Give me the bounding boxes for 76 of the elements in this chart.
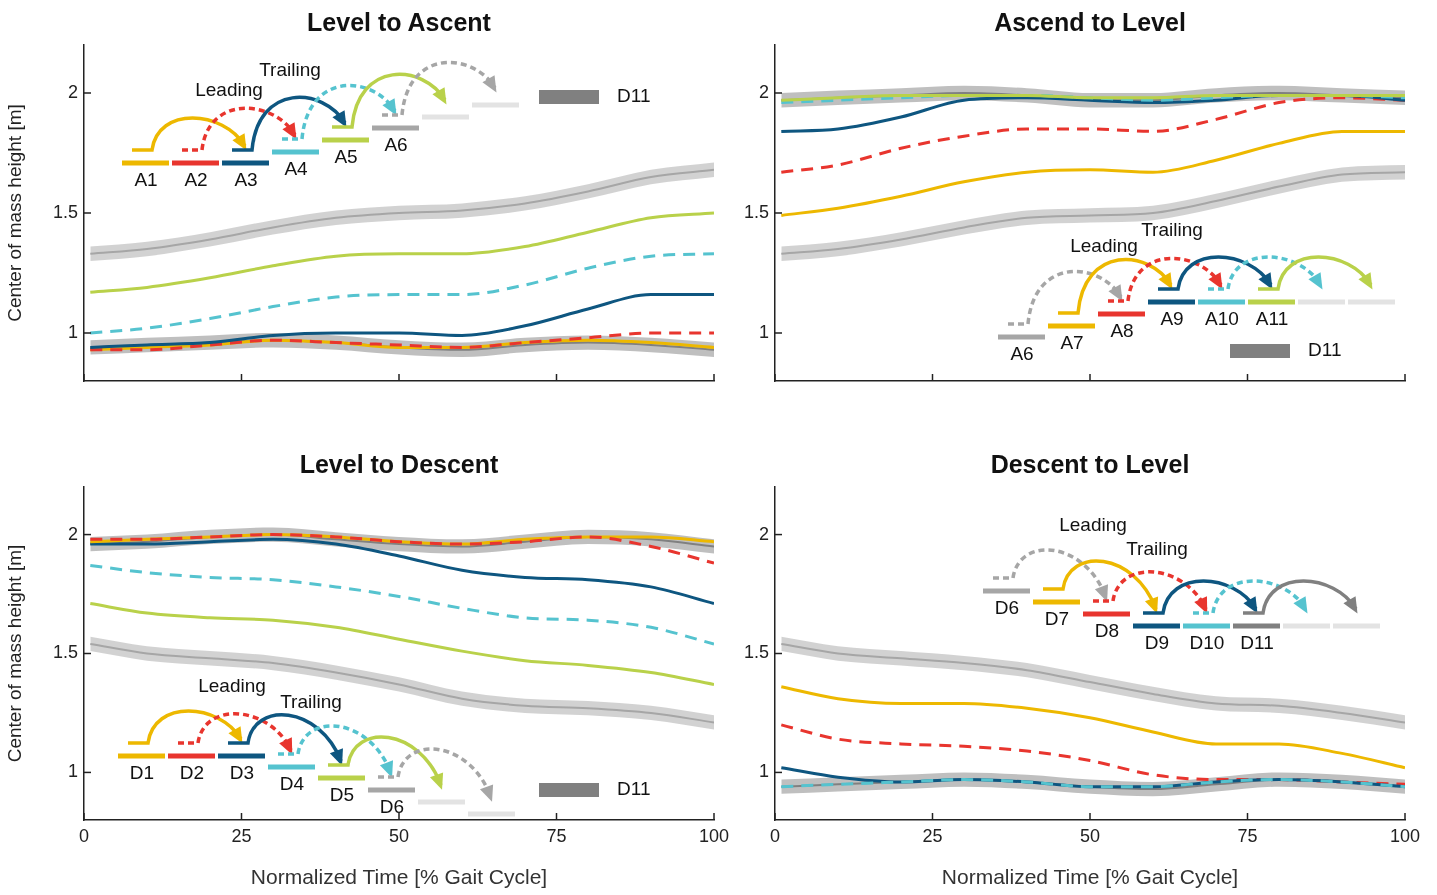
chart-title: Ascend to Level — [994, 7, 1186, 36]
annotation: D9 — [1144, 632, 1170, 654]
y-tick-label: 2 — [67, 523, 78, 544]
line-series — [88, 331, 714, 352]
annotation: Leading — [195, 79, 263, 101]
y-axis-title: Center of mass height [m] — [3, 544, 25, 763]
annotation: Trailing — [1126, 538, 1188, 560]
annotation: Leading — [1070, 235, 1138, 257]
line-series — [88, 211, 714, 294]
annotation: A11 — [1255, 308, 1289, 330]
annotation: D7 — [1044, 608, 1070, 630]
annotation: D6 — [379, 796, 405, 818]
line-series — [88, 533, 714, 565]
annotation: D3 — [229, 762, 255, 784]
annotation: A9 — [1160, 308, 1184, 330]
x-axis-title: Normalized Time [% Gait Cycle] — [250, 865, 548, 889]
annotation: A2 — [184, 169, 208, 191]
annotation: D11 — [1240, 632, 1274, 654]
chart-title: Descent to Level — [990, 449, 1190, 478]
x-tick-label: 25 — [231, 825, 252, 846]
annotation: D6 — [994, 597, 1020, 619]
x-tick-label: 100 — [1389, 825, 1421, 846]
annotation: A6 — [1010, 343, 1034, 365]
y-tick-label: 2 — [758, 523, 769, 544]
line-series — [88, 252, 714, 335]
y-tick-label: 1 — [758, 761, 769, 782]
annotation: Leading — [198, 675, 266, 697]
x-tick-label: 25 — [922, 825, 943, 846]
x-tick-label: 100 — [698, 825, 730, 846]
chart-title: Level to Descent — [299, 449, 500, 478]
annotation: A5 — [334, 146, 358, 168]
legend-label: D11 — [1308, 339, 1342, 361]
annotation: Trailing — [280, 691, 342, 713]
annotation: Leading — [1059, 514, 1127, 536]
annotation: Trailing — [1141, 219, 1203, 241]
annotation: A3 — [234, 169, 258, 191]
y-tick-label: 1 — [758, 321, 769, 342]
y-axis-title: Center of mass height [m] — [3, 104, 25, 322]
y-tick-label: 1.5 — [743, 642, 769, 663]
x-tick-label: 50 — [388, 825, 410, 846]
y-tick-label: 1 — [67, 761, 78, 782]
x-tick-label: 75 — [546, 825, 567, 846]
line-series — [88, 537, 714, 606]
line-series — [88, 563, 714, 646]
y-tick-label: 1 — [67, 321, 78, 342]
x-tick-label: 0 — [78, 825, 90, 846]
x-tick-label: 0 — [769, 825, 781, 846]
annotation: D10 — [1189, 632, 1225, 654]
annotation: A7 — [1060, 332, 1084, 354]
annotation: A8 — [1110, 320, 1134, 342]
x-tick-label: 75 — [1237, 825, 1258, 846]
y-tick-label: 2 — [67, 81, 78, 102]
line-series — [88, 293, 714, 349]
annotation: D8 — [1094, 620, 1120, 642]
line-series — [779, 96, 1405, 174]
x-axis-title: Normalized Time [% Gait Cycle] — [941, 865, 1239, 889]
annotation: A1 — [134, 169, 158, 191]
chart-title: Level to Ascent — [307, 7, 492, 36]
line-series — [779, 129, 1405, 217]
annotation: D1 — [129, 762, 155, 784]
y-tick-label: 1.5 — [52, 201, 78, 222]
annotation: A4 — [284, 158, 309, 180]
annotation: Trailing — [259, 59, 321, 81]
y-tick-label: 1.5 — [52, 642, 78, 663]
line-series — [779, 685, 1405, 770]
x-tick-label: 50 — [1079, 825, 1101, 846]
legend-label: D11 — [617, 778, 651, 800]
y-tick-label: 2 — [758, 81, 769, 102]
annotation: D2 — [179, 762, 205, 784]
y-tick-label: 1.5 — [743, 201, 769, 222]
annotation: A6 — [384, 134, 408, 156]
legend-label: D11 — [617, 85, 651, 107]
annotation: D5 — [329, 784, 355, 806]
line-series — [779, 723, 1405, 786]
annotation: D4 — [279, 773, 305, 795]
annotation: A10 — [1205, 308, 1239, 330]
